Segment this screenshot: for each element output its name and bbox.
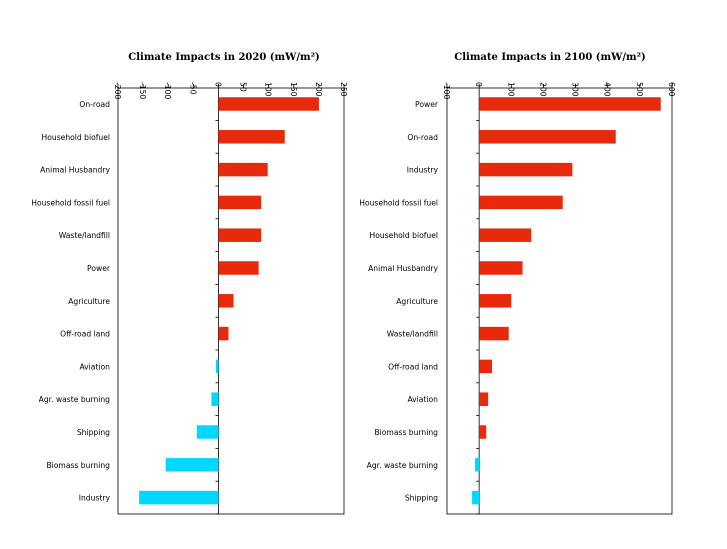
x-tick-label: 50 — [239, 82, 248, 92]
bar — [479, 261, 523, 275]
category-label: Shipping — [77, 428, 110, 437]
category-label: Off-road land — [388, 362, 438, 371]
chart-1: Climate Impacts in 2020 (mW/m²) -200 -150 -… — [31, 52, 348, 515]
bar — [479, 228, 532, 242]
x-tick-label: -200 — [113, 82, 122, 99]
x-tick-label: 300 — [571, 82, 580, 97]
category-label: On-road — [79, 100, 110, 109]
category-label: Agriculture — [68, 297, 110, 306]
bar — [474, 458, 480, 472]
x-tick-label: 150 — [289, 82, 298, 97]
x-tick-label: 250 — [339, 82, 348, 97]
category-label: Power — [415, 100, 439, 109]
category-label: Agriculture — [396, 297, 438, 306]
category-label: Animal Husbandry — [368, 264, 438, 273]
bar — [218, 326, 229, 341]
x-tick-label: -50 — [188, 82, 197, 95]
category-label: Industry — [79, 494, 111, 503]
bar — [218, 97, 319, 111]
x-tick-label: -100 — [163, 82, 172, 99]
bar — [218, 130, 285, 144]
bar — [139, 490, 219, 505]
x-tick-label: 600 — [667, 82, 676, 97]
category-label: Household biofuel — [42, 133, 110, 142]
bar — [479, 425, 487, 439]
bar — [479, 97, 661, 111]
bar — [472, 490, 480, 505]
x-tick-label: 0 — [474, 82, 483, 87]
category-label: Agr. waste burning — [367, 461, 439, 470]
x-tick-label: 100 — [264, 82, 273, 97]
bar — [479, 130, 616, 144]
bar — [165, 458, 219, 472]
bar — [218, 228, 262, 242]
x-tick-label: 400 — [603, 82, 612, 97]
category-label: Aviation — [79, 362, 110, 371]
x-tick-label: -150 — [138, 82, 147, 99]
chart-title: Climate Impacts in 2020 (mW/m²) — [128, 52, 319, 63]
category-label: Shipping — [405, 494, 438, 503]
bar — [479, 195, 563, 210]
x-tick-label: -100 — [442, 82, 451, 99]
plot-frame — [446, 87, 673, 515]
bar — [218, 195, 262, 210]
category-label: Waste/landfill — [387, 330, 438, 339]
category-label: Animal Husbandry — [40, 166, 110, 175]
bar — [479, 392, 489, 406]
category-label: Biomass burning — [46, 461, 110, 470]
bar — [479, 359, 492, 374]
bar — [196, 425, 219, 439]
category-label: Off-road land — [60, 330, 110, 339]
category-label: Power — [87, 264, 111, 273]
bar — [215, 359, 219, 374]
x-tick-label: 0 — [213, 82, 222, 87]
x-tick-label: 200 — [538, 82, 547, 97]
category-label: Aviation — [407, 395, 438, 404]
x-tick-label: 200 — [314, 82, 323, 97]
bar — [479, 294, 512, 308]
bar — [218, 261, 259, 275]
x-tick-label: 500 — [635, 82, 644, 97]
category-label: Waste/landfill — [59, 231, 110, 240]
category-label: Household fossil fuel — [31, 198, 110, 207]
bar — [211, 392, 219, 406]
bar — [479, 326, 509, 341]
chart-2: Climate Impacts in 2100 (mW/m²) -100 0 100 2… — [359, 52, 676, 515]
bar — [218, 162, 268, 177]
category-label: Biomass burning — [374, 428, 438, 437]
chart-title: Climate Impacts in 2100 (mW/m²) — [454, 52, 645, 63]
plot-frame — [117, 87, 345, 515]
category-label: On-road — [407, 133, 438, 142]
bar — [218, 294, 234, 308]
x-tick-label: 100 — [506, 82, 515, 97]
category-label: Household fossil fuel — [359, 198, 438, 207]
category-label: Household biofuel — [370, 231, 438, 240]
category-label: Agr. waste burning — [39, 395, 111, 404]
category-label: Industry — [407, 166, 439, 175]
bar — [479, 162, 573, 177]
